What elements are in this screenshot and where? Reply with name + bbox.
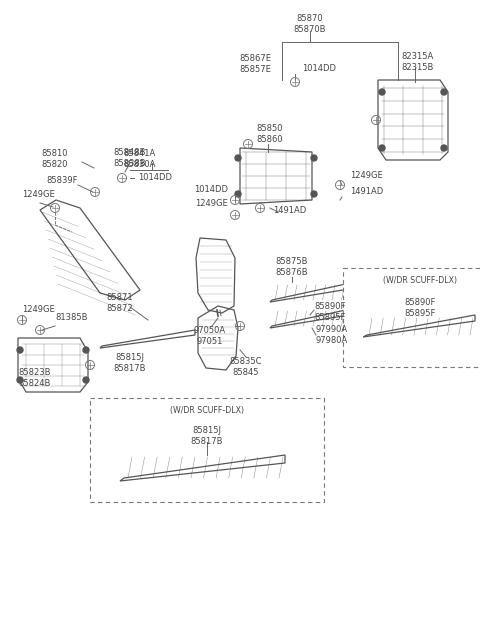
FancyBboxPatch shape xyxy=(343,268,480,367)
Circle shape xyxy=(379,89,385,95)
Text: 1491AD: 1491AD xyxy=(350,187,383,196)
Circle shape xyxy=(441,89,447,95)
Text: 97990A
97980A: 97990A 97980A xyxy=(316,325,348,345)
Circle shape xyxy=(17,377,23,383)
Text: 1249GE: 1249GE xyxy=(22,190,55,199)
Text: 1014DD: 1014DD xyxy=(138,173,172,182)
Text: (W/DR SCUFF-DLX): (W/DR SCUFF-DLX) xyxy=(383,276,457,285)
Circle shape xyxy=(83,347,89,353)
Text: 85810
85820: 85810 85820 xyxy=(42,149,68,169)
Circle shape xyxy=(17,347,23,353)
Text: 85835C
85845: 85835C 85845 xyxy=(230,357,262,378)
Text: 81385B: 81385B xyxy=(56,313,88,322)
Circle shape xyxy=(311,155,317,161)
Circle shape xyxy=(379,145,385,151)
Circle shape xyxy=(235,155,241,161)
Circle shape xyxy=(235,191,241,197)
Text: 85850
85860: 85850 85860 xyxy=(257,124,283,144)
Circle shape xyxy=(83,377,89,383)
Text: 85875B
85876B: 85875B 85876B xyxy=(276,257,308,277)
Text: 85870
85870B: 85870 85870B xyxy=(294,14,326,34)
Circle shape xyxy=(311,191,317,197)
Text: 1014DD: 1014DD xyxy=(302,64,336,73)
Text: 85867E
85857E: 85867E 85857E xyxy=(239,54,271,75)
Text: 1014DD: 1014DD xyxy=(194,185,228,194)
Circle shape xyxy=(441,145,447,151)
FancyBboxPatch shape xyxy=(90,398,324,502)
Text: 85890F
85895F: 85890F 85895F xyxy=(404,298,436,318)
Text: 1249GE: 1249GE xyxy=(22,305,55,314)
Text: 1491AD: 1491AD xyxy=(274,206,307,215)
Text: 85815J
85817B: 85815J 85817B xyxy=(191,426,223,447)
Text: 1249GE: 1249GE xyxy=(195,199,228,208)
Text: 85815J
85817B: 85815J 85817B xyxy=(114,353,146,373)
Text: (W/DR SCUFF-DLX): (W/DR SCUFF-DLX) xyxy=(170,406,244,415)
Text: 85839F: 85839F xyxy=(46,176,78,185)
Text: 1249GE: 1249GE xyxy=(350,171,383,180)
Text: 97050A
97051: 97050A 97051 xyxy=(194,326,226,347)
Text: 82315A
82315B: 82315A 82315B xyxy=(402,52,434,73)
Text: 85823B
85824B: 85823B 85824B xyxy=(19,368,51,389)
Text: 85848B
85838B: 85848B 85838B xyxy=(114,148,146,168)
Text: 85841A
85830A: 85841A 85830A xyxy=(124,149,156,169)
Text: 85871
85872: 85871 85872 xyxy=(107,293,133,313)
Text: 85890F
85895F: 85890F 85895F xyxy=(314,302,346,322)
